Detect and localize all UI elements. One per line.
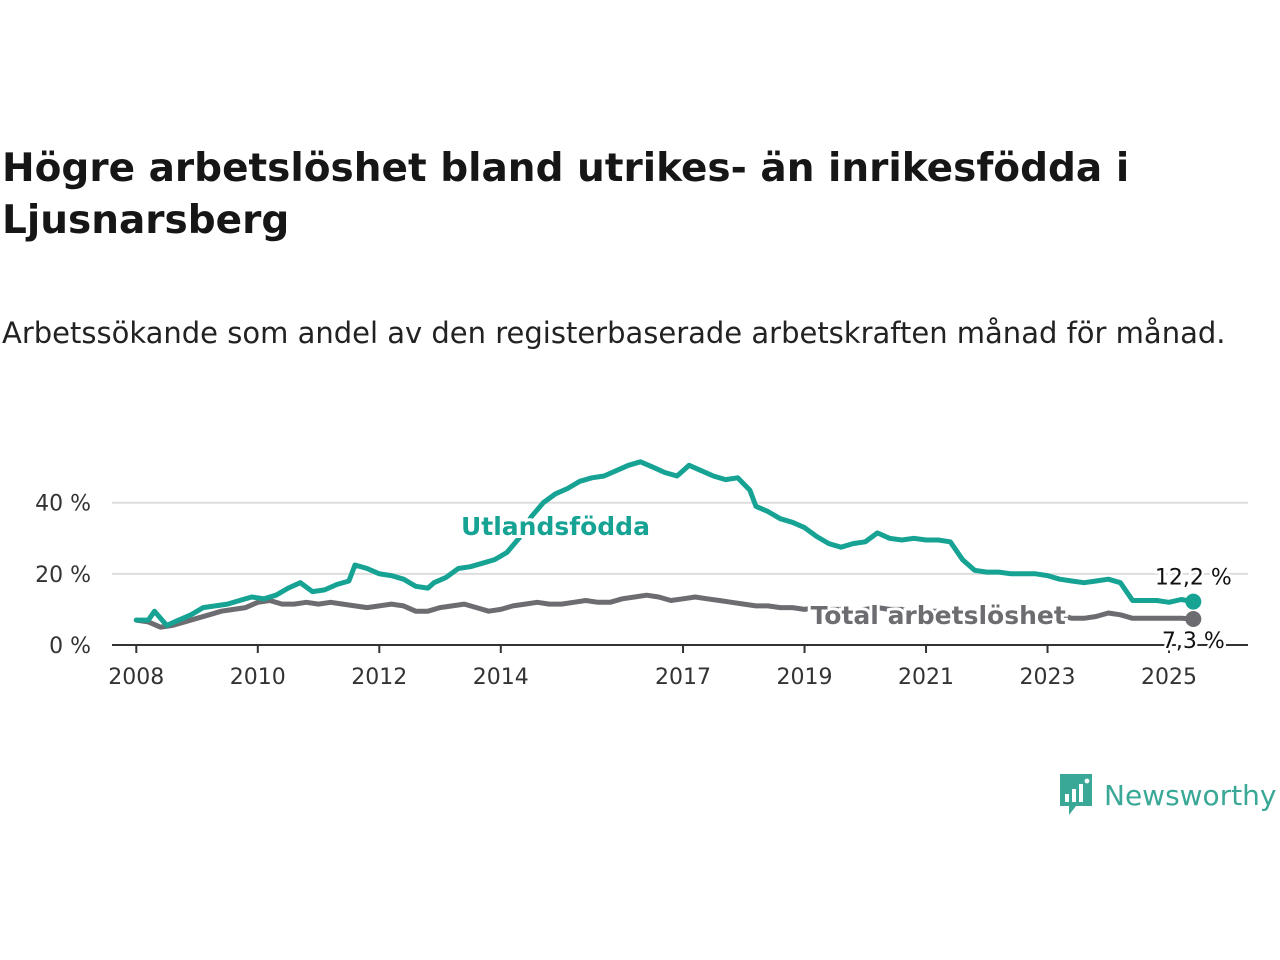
newsworthy-logo-icon [1060,774,1092,815]
y-tick-label: 40 % [35,492,91,517]
x-tick-label: 2019 [777,665,833,690]
x-tick-label: 2010 [230,665,286,690]
series-end-label: 7,3 % [1162,629,1225,654]
x-tick-label: 2025 [1141,665,1197,690]
x-tick-label: 2012 [351,665,407,690]
x-tick-label: 2021 [898,665,954,690]
x-axis [112,644,1248,653]
brand-name: Newsworthy [1104,778,1277,812]
y-axis-tick-labels: 0 % 20 % 40 % [35,492,91,659]
series-end-dot [1185,593,1202,610]
series-lines [133,459,1202,630]
y-tick-label: 0 % [49,634,91,659]
series-end-dot [1185,611,1202,628]
chart-title: Högre arbetslöshet bland utrikes- än inr… [2,146,1130,243]
x-tick-label: 2014 [473,665,529,690]
series-label: Utlandsfödda [461,512,650,541]
y-tick-label: 20 % [35,563,91,588]
grid-lines [112,501,1248,575]
x-tick-label: 2023 [1020,665,1076,690]
x-tick-label: 2008 [108,665,164,690]
series-end-label: 12,2 % [1155,566,1232,591]
series-line [133,459,1196,628]
series-labels: Utlandsfödda Total arbetslöshet 12,2 % 7,3 … [458,509,1234,657]
series-label: Total arbetslöshet [811,601,1066,630]
x-axis-tick-labels: 2008 2010 2012 2014 2017 2019 2021 2023 2025 [108,665,1197,690]
newsworthy-logo: Newsworthy [1058,772,1277,818]
series-line [133,592,1196,630]
x-tick-label: 2017 [655,665,711,690]
chart-subtitle: Arbetssökande som andel av den registerb… [2,316,1226,350]
